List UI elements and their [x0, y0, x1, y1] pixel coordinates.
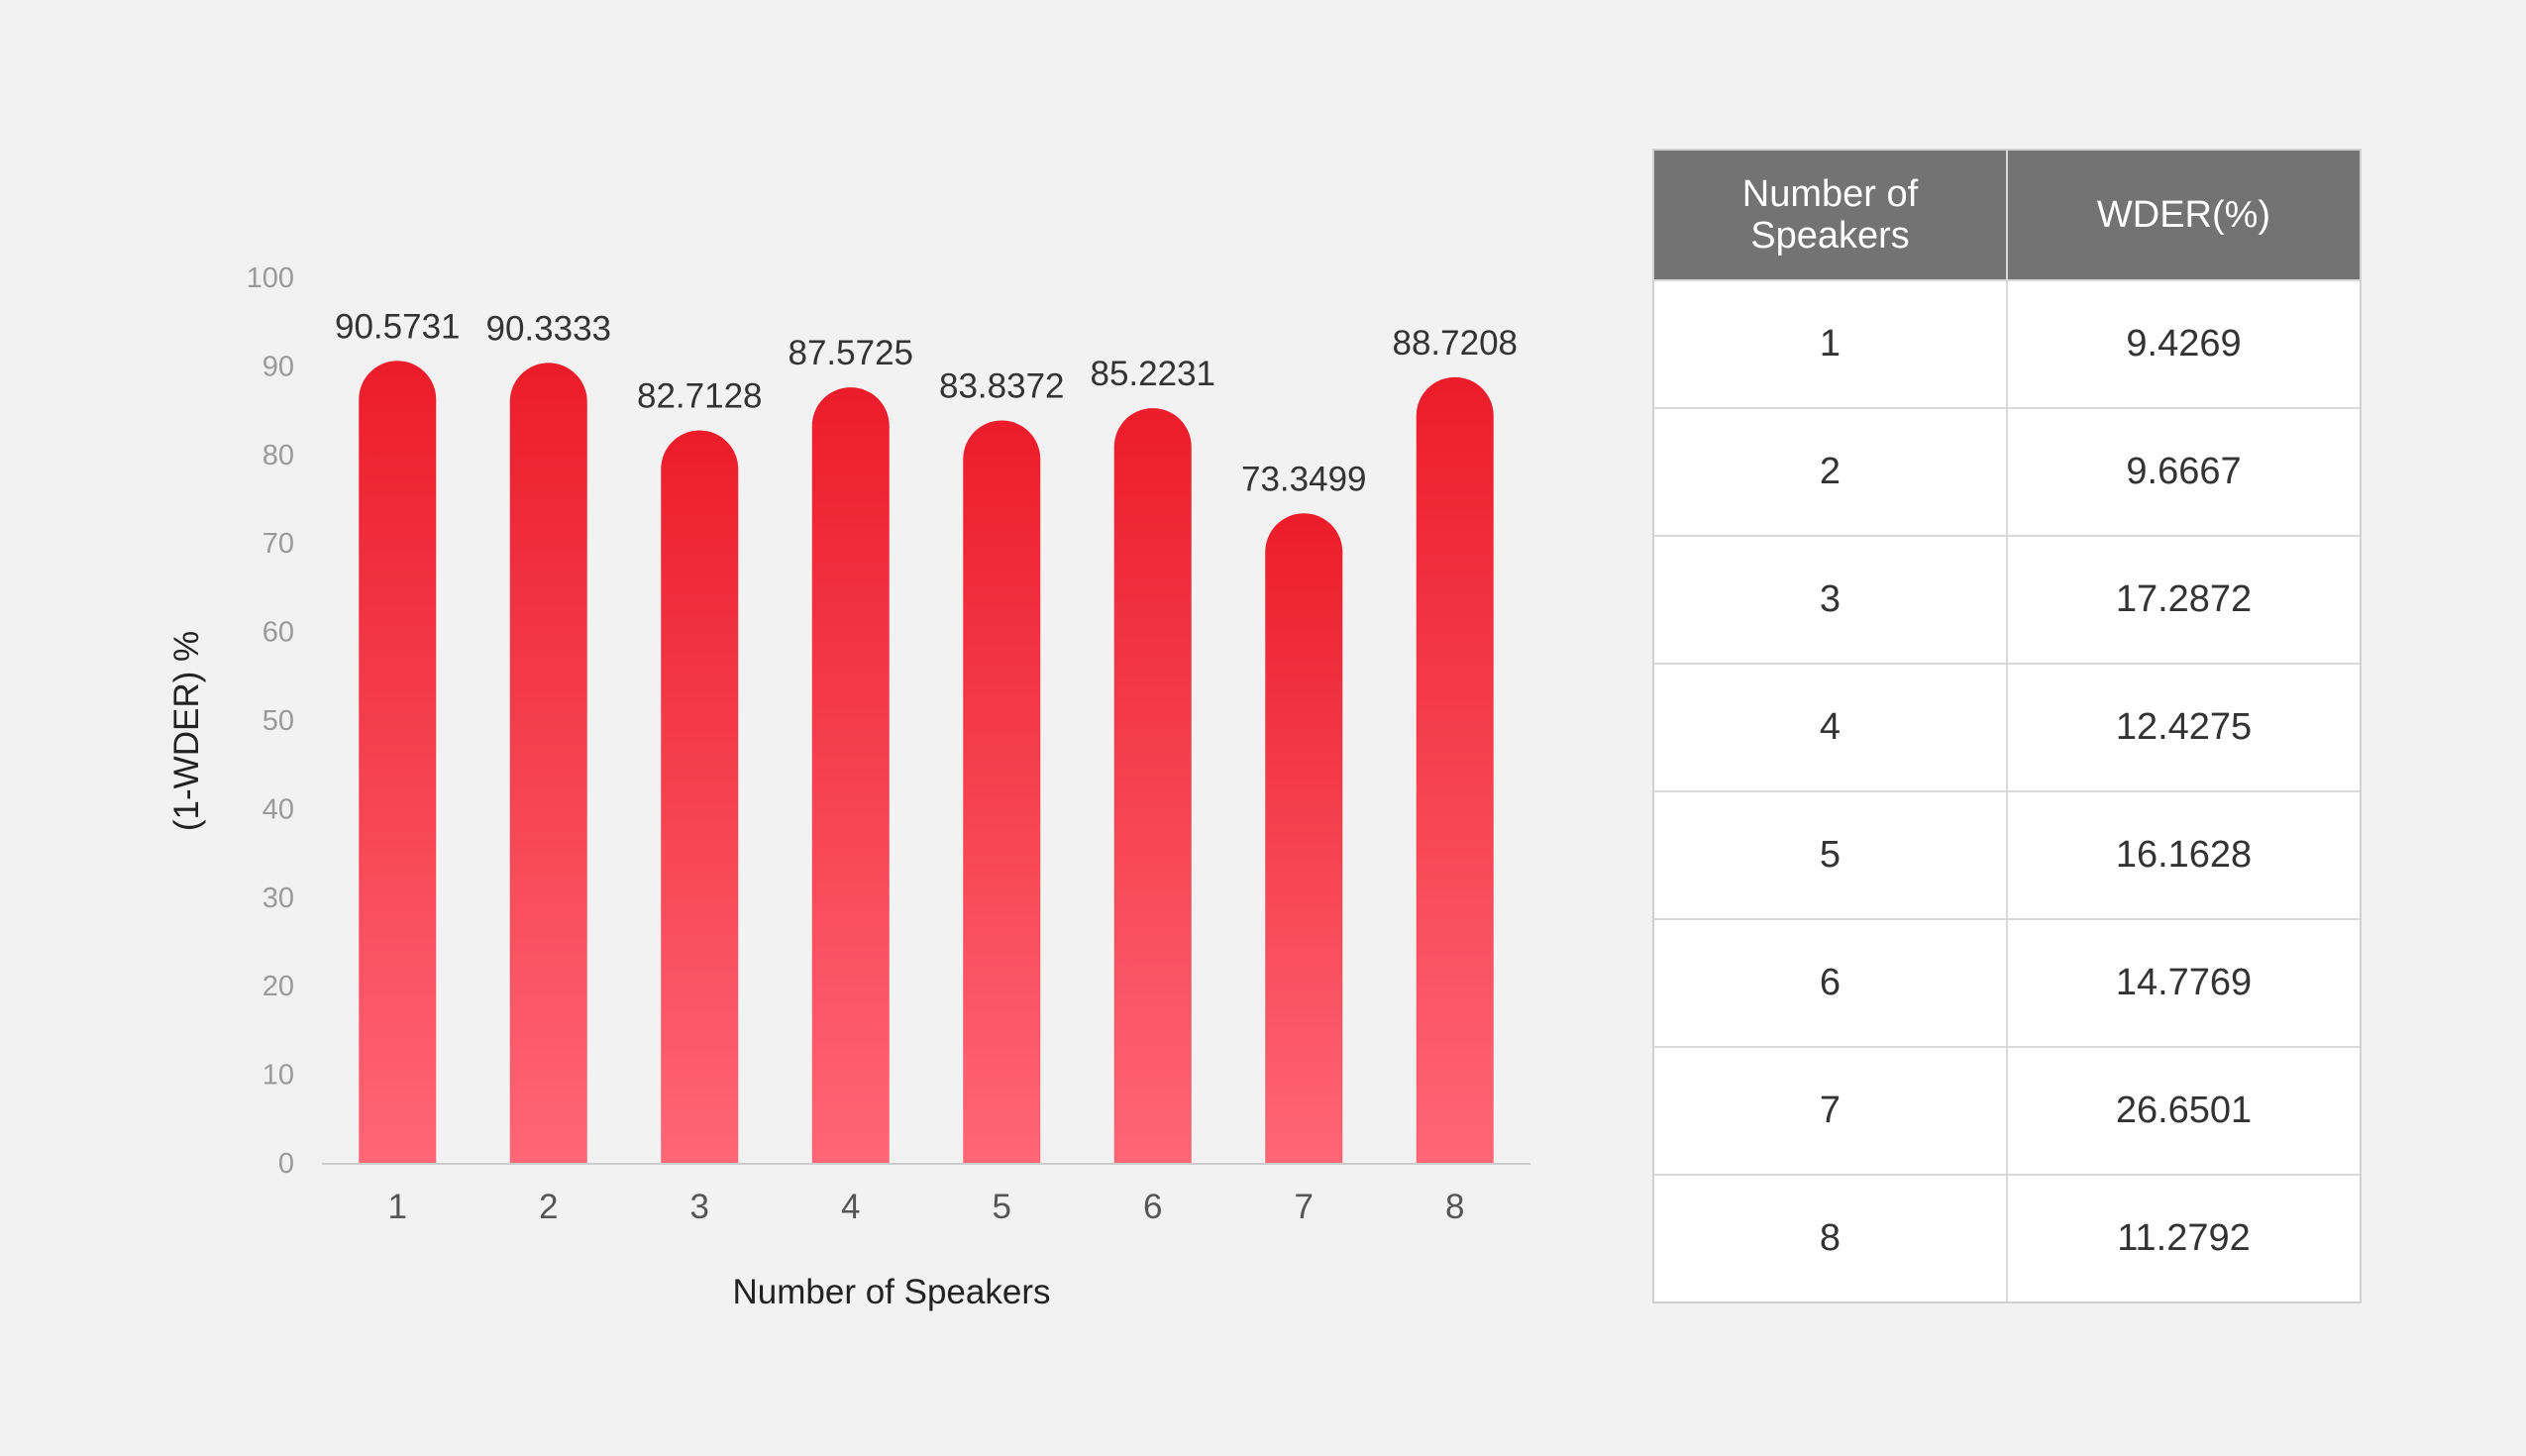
- y-tick-label: 90: [263, 351, 294, 382]
- cell-speakers: 8: [1654, 1174, 2008, 1301]
- bar-value-label: 73.3499: [1241, 460, 1367, 498]
- bar-value-label: 88.7208: [1392, 324, 1518, 363]
- bar: [1265, 513, 1343, 1163]
- bar-value-label: 90.5731: [335, 307, 461, 346]
- cell-wder: 16.1628: [2007, 790, 2360, 919]
- table-row: 6 14.7769: [1654, 918, 2360, 1047]
- bar-value-label: 87.5725: [788, 334, 913, 372]
- y-axis-ticks: 0 10 20 30 40 50 60 70 80 90 100: [247, 262, 294, 1180]
- y-tick-label: 10: [263, 1060, 294, 1092]
- cell-speakers: 5: [1654, 790, 2008, 919]
- bars: [359, 361, 1494, 1164]
- cell-speakers: 2: [1654, 407, 2008, 536]
- cell-speakers: 1: [1654, 279, 2008, 408]
- x-tick-label: 2: [539, 1188, 558, 1226]
- chart-canvas: 0 10 20 30 40 50 60 70 80 90 100 90.5731 90.3333 82.…: [167, 262, 1530, 1311]
- x-tick-label: 5: [993, 1188, 1011, 1226]
- x-tick-label: 4: [841, 1188, 860, 1226]
- bar: [1113, 408, 1192, 1164]
- y-tick-label: 60: [263, 617, 294, 649]
- cell-wder: 17.2872: [2007, 535, 2360, 664]
- bar-value-label: 82.7128: [637, 377, 763, 416]
- table-row: 7 26.6501: [1654, 1046, 2360, 1175]
- x-tick-label: 1: [388, 1188, 407, 1226]
- x-tick-label: 6: [1143, 1188, 1162, 1226]
- y-tick-label: 30: [263, 883, 294, 914]
- x-axis-title: Number of Speakers: [733, 1273, 1051, 1311]
- bar-value-label: 90.3333: [485, 309, 611, 348]
- y-tick-label: 70: [263, 528, 294, 560]
- header-speakers: Number of Speakers: [1654, 151, 2008, 280]
- table-row: 1 9.4269: [1654, 279, 2360, 408]
- cell-wder: 9.6667: [2007, 407, 2360, 536]
- x-axis-categories: 1 2 3 4 5 6 7 8: [388, 1188, 1465, 1226]
- y-tick-label: 40: [263, 793, 294, 825]
- cell-wder: 9.4269: [2007, 279, 2360, 408]
- bar: [359, 361, 437, 1163]
- table-header-row: Number of Speakers WDER(%): [1654, 151, 2360, 280]
- y-tick-label: 50: [263, 705, 294, 737]
- x-tick-label: 3: [690, 1188, 709, 1226]
- bar: [1416, 376, 1494, 1163]
- cell-speakers: 4: [1654, 663, 2008, 791]
- table-row: 5 16.1628: [1654, 790, 2360, 919]
- bar: [963, 420, 1041, 1163]
- cell-speakers: 7: [1654, 1046, 2008, 1175]
- bar: [661, 430, 739, 1163]
- y-tick-label: 80: [263, 440, 294, 471]
- table-row: 3 17.2872: [1654, 535, 2360, 664]
- cell-wder: 26.6501: [2007, 1046, 2360, 1175]
- data-table: Number of Speakers WDER(%) 1 9.4269 2 9.…: [1654, 151, 2360, 1301]
- cell-wder: 11.2792: [2007, 1174, 2360, 1301]
- y-tick-label: 20: [263, 971, 294, 1002]
- header-wder: WDER(%): [2007, 151, 2360, 280]
- table-row: 2 9.6667: [1654, 407, 2360, 536]
- bar-value-label: 85.2231: [1090, 355, 1215, 393]
- y-axis-title: (1-WDER) %: [167, 631, 206, 831]
- cell-wder: 12.4275: [2007, 663, 2360, 791]
- y-tick-label: 100: [247, 262, 294, 294]
- wder-table: Number of Speakers WDER(%) 1 9.4269 2 9.…: [1652, 149, 2362, 1303]
- bar: [811, 387, 890, 1164]
- x-tick-label: 7: [1295, 1188, 1314, 1226]
- value-labels: 90.5731 90.3333 82.7128 87.5725 83.8372 85.22…: [335, 307, 1518, 498]
- bar-value-label: 83.8372: [939, 366, 1065, 405]
- table-row: 4 12.4275: [1654, 663, 2360, 791]
- cell-speakers: 6: [1654, 918, 2008, 1047]
- y-tick-label: 0: [278, 1148, 294, 1180]
- bar: [509, 363, 587, 1164]
- bar-chart: 0 10 20 30 40 50 60 70 80 90 100 90.5731 90.3333 82.…: [167, 262, 1530, 1311]
- table-row: 8 11.2792: [1654, 1174, 2360, 1301]
- cell-speakers: 3: [1654, 535, 2008, 664]
- cell-wder: 14.7769: [2007, 918, 2360, 1047]
- x-tick-label: 8: [1445, 1188, 1464, 1226]
